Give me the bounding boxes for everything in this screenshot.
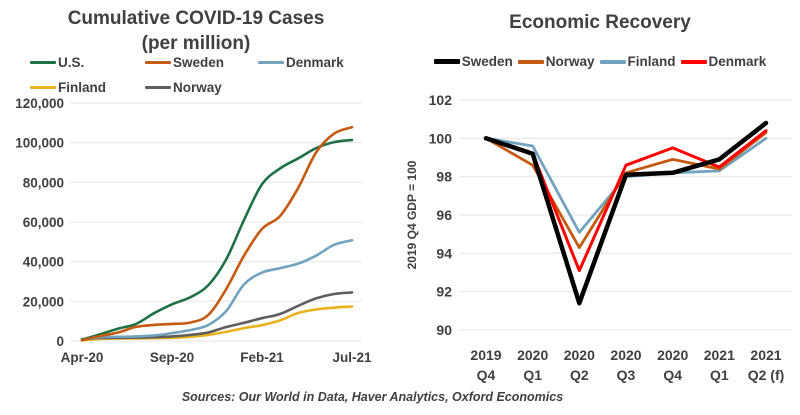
covid-chart-plot: 0 20,000 40,000 60,000 80,000 100,000 120,000 A… (15, 96, 372, 365)
y-axis-tick-label: 120,000 (15, 96, 64, 111)
legend-label-u-s: U.S. (58, 55, 85, 70)
economy-chart-title-line1: Economic Recovery (509, 12, 691, 33)
economy-chart-legend: Sweden Norway Finland Denmark (400, 54, 800, 69)
legend-swatch-sweden (145, 61, 171, 64)
legend-label-sweden: Sweden (173, 55, 225, 70)
legend-item-denmark: Denmark (680, 54, 767, 69)
legend-label-denmark: Denmark (708, 54, 767, 69)
legend-swatch-finland (599, 59, 626, 64)
legend-swatch-sweden (433, 59, 460, 64)
x-axis-tick-label: Q2 (f) (748, 367, 785, 383)
legend-swatch-finland (30, 86, 56, 89)
y-axis-tick-label: 90 (436, 322, 452, 338)
y-axis-tick-label: 60,000 (23, 215, 64, 230)
x-axis-tick-label: Q3 (617, 367, 636, 383)
covid-chart-panel: Cumulative COVID-19 Cases (per million) … (0, 0, 392, 390)
x-axis-tick-label: Q4 (663, 367, 682, 383)
economy-chart-title: Economic Recovery (400, 10, 800, 35)
legend-item-finland: Finland (30, 80, 145, 95)
legend-item-sweden: Sweden (433, 54, 513, 69)
series-line-sweden (483, 120, 769, 306)
legend-item-denmark: Denmark (258, 55, 388, 70)
y-axis-tick-label: 98 (436, 169, 452, 185)
x-axis-tick-label: Q4 (477, 367, 496, 383)
y-axis-tick-label: 94 (436, 245, 452, 261)
x-axis-tick-label: 2020 (657, 347, 688, 363)
sources-note: Sources: Our World in Data, Haver Analyt… (181, 390, 564, 404)
x-axis-tick-label: 2020 (564, 347, 595, 363)
x-axis-tick-label: 2020 (610, 347, 641, 363)
legend-label-sweden: Sweden (461, 54, 513, 69)
legend-item-norway: Norway (145, 80, 258, 95)
y-axis-tick-label: 40,000 (23, 255, 64, 270)
legend-label-norway: Norway (173, 80, 222, 95)
x-axis-tick-label: Sep-20 (150, 350, 194, 365)
x-axis-tick-label: Q1 (523, 367, 542, 383)
x-axis-tick-label: 2021 (750, 347, 781, 363)
x-axis-tick-label: Feb-21 (240, 350, 284, 365)
legend-swatch-u-s (30, 61, 56, 64)
legend-label-norway: Norway (545, 54, 595, 69)
y-axis-tick-label: 102 (429, 92, 453, 108)
legend-swatch-norway (145, 86, 171, 89)
covid-chart-legend: U.S. Sweden Denmark Finland Norway (30, 55, 388, 95)
legend-swatch-denmark (680, 59, 707, 64)
legend-item-finland: Finland (599, 54, 676, 69)
y-axis-tick-label: 80,000 (23, 175, 64, 190)
y-axis-tick-label: 100,000 (15, 136, 64, 151)
y-axis-title: 2019 Q4 GDP = 100 (405, 160, 419, 269)
y-axis-tick-label: 96 (436, 207, 452, 223)
legend-label-finland: Finland (627, 54, 676, 69)
x-axis-tick-label: 2021 (704, 347, 735, 363)
economy-chart-plot: 90 92 94 96 98 100 102 2019 Q4 2020 Q1 2020 Q2 2020 Q3… (405, 92, 792, 383)
series-line-denmark (80, 238, 354, 342)
x-axis-tick-label: Q1 (710, 367, 729, 383)
y-axis-tick-label: 100 (429, 130, 453, 146)
x-axis-tick-label: Jul-21 (332, 350, 372, 365)
y-axis-tick-label: 92 (436, 284, 452, 300)
x-axis-tick-label: 2020 (517, 347, 548, 363)
x-axis-tick-label: 2019 (470, 347, 501, 363)
series-line-sweden (80, 125, 354, 342)
series-line-finland (80, 305, 354, 342)
legend-label-finland: Finland (58, 80, 106, 95)
covid-chart-title-line1: Cumulative COVID-19 Cases (67, 8, 325, 29)
legend-swatch-norway (517, 59, 544, 64)
legend-item-u-s: U.S. (30, 55, 145, 70)
legend-item-sweden: Sweden (145, 55, 258, 70)
economy-chart-panel: Economic Recovery Sweden Norway Finland Den… (400, 0, 800, 390)
covid-chart-title: Cumulative COVID-19 Cases (per million) (0, 6, 392, 56)
covid-chart-title-line2: (per million) (141, 33, 251, 55)
series-line-u-s (80, 138, 354, 342)
legend-label-denmark: Denmark (286, 55, 344, 70)
legend-item-norway: Norway (517, 54, 595, 69)
y-axis-tick-label: 20,000 (23, 294, 64, 309)
y-axis-tick-label: 0 (56, 334, 64, 349)
x-axis-tick-label: Apr-20 (61, 350, 104, 365)
legend-swatch-denmark (258, 61, 284, 64)
x-axis-tick-label: Q2 (570, 367, 589, 383)
